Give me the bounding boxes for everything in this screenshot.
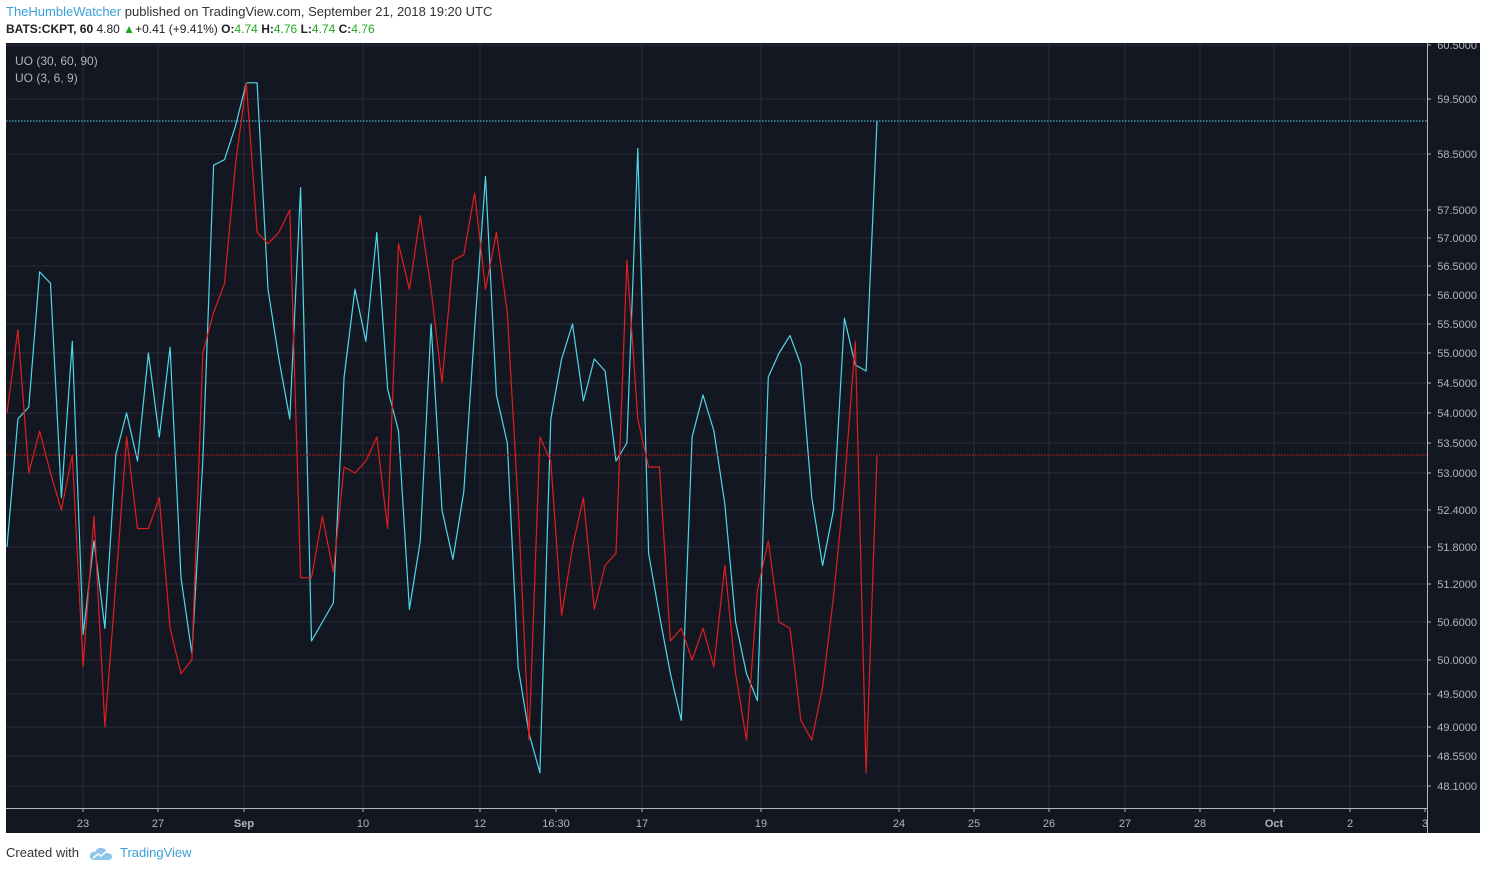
chart-series [6,82,1427,774]
open-label: O: [221,22,235,36]
publish-header: TheHumbleWatcher published on TradingVie… [6,4,492,19]
x-tick-label: 28 [1194,818,1206,830]
x-tick-label: 24 [893,818,905,830]
y-tick-label: 56.0000 [1437,290,1477,302]
tradingview-cloud-icon [89,847,112,860]
y-tick-label: 48.1000 [1437,781,1477,793]
y-tick-label: 54.5000 [1437,378,1477,390]
y-tick-label: 55.0000 [1437,348,1477,360]
ticker-line: BATS:CKPT, 60 4.80 ▲+0.41 (+9.41%) O:4.7… [6,22,375,36]
y-tick-label: 54.0000 [1437,408,1477,420]
x-tick-label: Oct [1265,818,1284,830]
y-tick-label: 48.5500 [1437,751,1477,763]
created-with-label: Created with [6,845,79,860]
publish-info: published on TradingView.com, September … [124,4,493,19]
y-tick-label: 59.5000 [1437,94,1477,106]
y-tick-label: 51.2000 [1437,579,1477,591]
x-tick-label: Sep [234,818,254,830]
tradingview-link[interactable]: TradingView [120,845,192,860]
y-tick-label: 49.0000 [1437,722,1477,734]
x-tick-label: 27 [152,818,164,830]
open-value: 4.74 [234,22,258,36]
y-tick-label: 57.0000 [1437,233,1477,245]
y-tick-label: 55.5000 [1437,319,1477,331]
x-tick-label: 25 [968,818,980,830]
x-tick-label: 16:30 [542,818,570,830]
x-tick-label: 12 [474,818,486,830]
x-tick-label: 2 [1347,818,1353,830]
y-tick-label: 58.5000 [1437,149,1477,161]
series-uo-30-60-90 [6,82,878,774]
high-label: H: [261,22,274,36]
footer: Created with TradingView [6,845,192,861]
author-link[interactable]: TheHumbleWatcher [6,4,122,19]
x-tick-label: 19 [755,818,767,830]
x-tick-label: 10 [357,818,369,830]
legend-uo-3-6-9: UO (3, 6, 9) [15,71,78,85]
y-tick-label: 50.0000 [1437,655,1477,667]
y-tick-label: 50.6000 [1437,617,1477,629]
chart-background [6,43,1480,833]
chart-legend: UO (30, 60, 90) UO (3, 6, 9) [15,54,98,85]
y-tick-label: 52.4000 [1437,505,1477,517]
x-tick-label: 26 [1043,818,1055,830]
ticker-symbol: BATS:CKPT, 60 [6,22,94,36]
series-uo-3-6-9 [6,82,878,774]
y-tick-label: 53.0000 [1437,468,1477,480]
chart-grid [6,43,1427,808]
x-tick-label: 3 [1422,818,1428,830]
y-tick-label: 60.5000 [1437,43,1477,52]
y-tick-label: 51.8000 [1437,542,1477,554]
y-tick-label: 56.5000 [1437,261,1477,273]
close-label: C: [338,22,352,36]
ticker-change: +0.41 (+9.41%) [135,22,218,36]
y-tick-label: 53.5000 [1437,438,1477,450]
low-label: L: [300,22,312,36]
uo-chart[interactable]: 60.5000 59.5000 58.5000 57.5000 57.0000 56.50… [6,43,1480,833]
chart-axes: 60.5000 59.5000 58.5000 57.5000 57.0000 56.50… [6,43,1477,833]
low-value: 4.74 [311,22,336,36]
x-tick-label: 27 [1119,818,1131,830]
triangle-up-icon: ▲ [123,22,136,36]
ticker-price: 4.80 [96,22,120,36]
close-value: 4.76 [351,22,375,36]
x-tick-label: 23 [77,818,89,830]
x-tick-label: 17 [636,818,648,830]
y-tick-label: 49.5000 [1437,689,1477,701]
high-value: 4.76 [273,22,298,36]
legend-uo-30-60-90: UO (30, 60, 90) [15,54,98,68]
y-tick-label: 57.5000 [1437,205,1477,217]
